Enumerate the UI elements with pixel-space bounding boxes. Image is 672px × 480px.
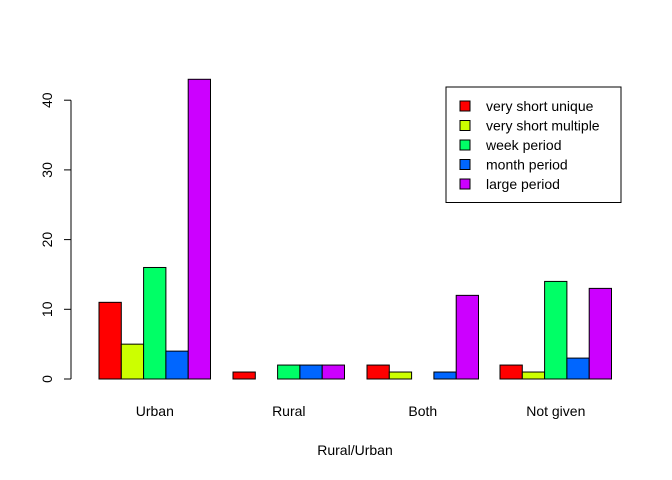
bar (232, 371, 256, 380)
legend-swatch (459, 178, 471, 190)
bar (366, 364, 390, 380)
bar (544, 280, 568, 380)
x-category-label: Rural (272, 403, 305, 419)
bar (521, 371, 546, 380)
legend-label: very short multiple (486, 118, 600, 134)
y-tick-label: 0 (39, 375, 55, 383)
legend-label: large period (486, 176, 560, 192)
y-tick-label: 10 (39, 301, 55, 317)
legend-label: month period (486, 157, 568, 173)
bar (143, 266, 167, 380)
legend-swatch (459, 139, 471, 151)
y-tick-label: 30 (39, 162, 55, 178)
bar (187, 78, 211, 380)
x-category-label: Both (408, 403, 437, 419)
bar (499, 364, 523, 380)
legend-label: week period (485, 137, 562, 153)
y-axis: 0 10 20 30 40 (39, 92, 72, 383)
x-axis-labels: Urban Rural Both Not given (136, 403, 586, 419)
bar (321, 364, 346, 380)
legend-box (445, 86, 622, 203)
bar (588, 287, 613, 380)
bar (455, 294, 480, 380)
y-tick-label: 40 (39, 92, 55, 108)
x-category-label: Not given (526, 403, 585, 419)
bar (98, 301, 122, 380)
x-axis-title: Rural/Urban (317, 442, 392, 458)
bar (388, 371, 413, 380)
bars (98, 78, 613, 380)
bar (299, 364, 323, 380)
bar (120, 343, 145, 380)
bar (566, 357, 590, 380)
x-category-label: Urban (136, 403, 174, 419)
bar (165, 350, 189, 380)
bar (277, 364, 301, 380)
y-tick-label: 20 (39, 232, 55, 248)
legend-swatch (459, 100, 471, 112)
legend-swatch (459, 120, 471, 131)
legend-swatch (459, 159, 471, 170)
legend: very short unique very short multiple week… (445, 86, 622, 203)
bar (433, 371, 457, 380)
legend-label: very short unique (486, 98, 594, 114)
